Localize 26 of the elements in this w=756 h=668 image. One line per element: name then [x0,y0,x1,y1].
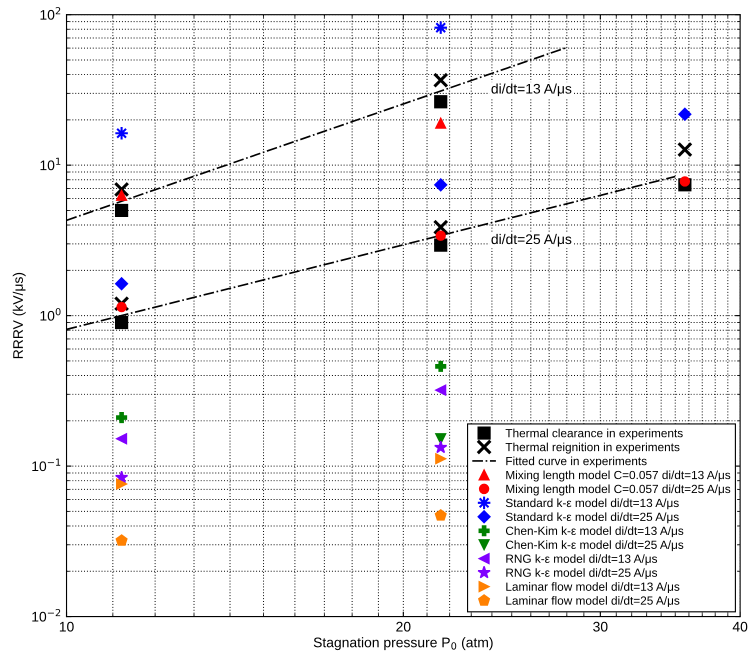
annotation: di/dt=25 A/μs [491,234,572,247]
legend-label: RNG k-ε model di/dt=25 A/μs [506,568,658,580]
y-tick-label: 10$^{0}$ [40,308,61,321]
legend-label: Chen-Kim k-ε model di/dt=25 A/μs [506,540,684,552]
x-tick-label: 10 [60,622,74,632]
legend-label: Standard k-ε model di/dt=13 A/μs [506,498,679,510]
legend-label: Thermal reignition in experiments [506,442,680,454]
annotation: di/dt=13 A/μs [491,83,572,96]
legend-label: Standard k-ε model di/dt=25 A/μs [506,512,679,524]
y-tick-label: 10$^{2}$ [40,7,60,20]
legend-label: Fitted curve in experiments [506,456,647,468]
legend-label: Thermal clearance in experiments [506,428,683,440]
legend-label: Mixing length model C=0.057 di/dt=25 A/μs [506,484,730,496]
legend-label: Laminar flow model di/dt=25 A/μs [506,596,680,607]
x-axis-title: Stagnation pressure P$_{0}$ (atm) [314,637,493,650]
legend-label: Chen-Kim k-ε model di/dt=13 A/μs [506,526,684,538]
legend-label: RNG k-ε model di/dt=13 A/μs [506,554,658,566]
y-tick-label: 10$^{1}$ [40,158,60,170]
x-tick-label: 30 [593,622,608,632]
legend-label: Laminar flow model di/dt=13 A/μs [506,582,680,593]
y-tick-label: 10$^{−2}$ [32,608,60,622]
y-tick-label: 10$^{−1}$ [32,458,60,472]
legend-label: Mixing length model C=0.057 di/dt=13 A/μs [506,470,730,482]
x-tick-label: 40 [732,622,748,632]
x-tick-label: 20 [396,622,411,632]
y-axis-title: RRRV (kV/μs) [12,272,26,358]
